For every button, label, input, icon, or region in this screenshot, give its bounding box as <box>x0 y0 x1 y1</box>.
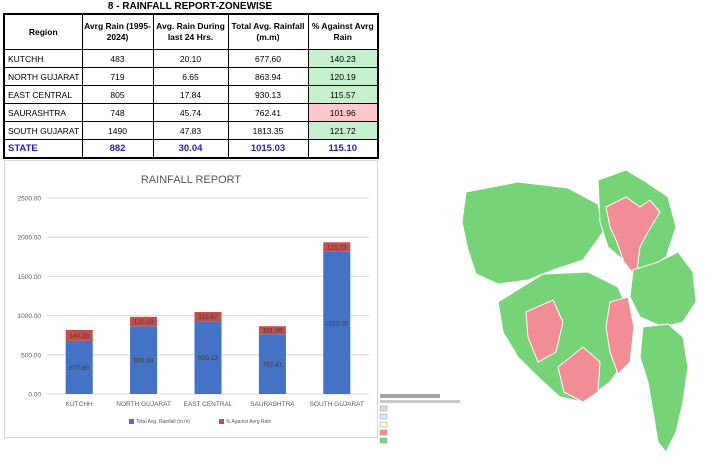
bar-total-avg-rainfall <box>65 340 93 394</box>
cell-pct: 115.57 <box>307 85 379 104</box>
cell-last24: 47.83 <box>152 121 229 140</box>
bar-pct-against-avg <box>323 242 351 252</box>
data-label-total: 930.13 <box>198 355 218 362</box>
map-region-south-gujarat <box>639 323 689 453</box>
y-tick-label: 500.00 <box>21 352 41 359</box>
cell-region: KUTCHH <box>3 49 83 68</box>
table-row: SOUTH GUJARAT 1490 47.83 1813.35 121.72 <box>3 121 379 140</box>
legend-label-pct: % Against Avrg Rain <box>226 419 271 425</box>
cell-pct: 115.10 <box>307 139 379 159</box>
map-legend-swatch-2 <box>379 413 388 420</box>
cell-pct: 120.19 <box>307 67 379 86</box>
bar-pct-against-avg <box>130 316 158 327</box>
cell-total: 1015.03 <box>227 139 309 159</box>
y-tick-label: 2500.00 <box>18 196 42 203</box>
data-label-pct: 115.57 <box>198 314 218 321</box>
table-row: EAST CENTRAL 805 17.84 930.13 115.57 <box>3 85 379 104</box>
bar-pct-against-avg <box>65 329 93 341</box>
rainfall-table: Region Avrg Rain (1995-2024) Avg. Rain D… <box>3 13 379 159</box>
header-region: Region <box>3 13 83 50</box>
rainfall-chart: RAINFALL REPORT 0.00 500.00 1000.00 1500.00… <box>4 160 378 438</box>
cell-region: SOUTH GUJARAT <box>3 121 83 140</box>
map-legend-swatch-3 <box>379 421 388 428</box>
cell-avg: 1490 <box>81 121 154 140</box>
bar-pct-against-avg <box>194 312 222 322</box>
chart-title: RAINFALL REPORT <box>141 174 242 186</box>
bar-total-avg-rainfall <box>323 251 351 394</box>
y-tick-label: 0.00 <box>28 392 41 399</box>
map-legend-swatch-5 <box>379 437 388 444</box>
table-row: KUTCHH 483 20.10 677.60 140.23 <box>3 49 379 68</box>
data-label-pct: 120.19 <box>134 319 154 326</box>
map-region-saurashtra-red-west <box>525 299 564 363</box>
y-tick-label: 1500.00 <box>18 274 42 281</box>
data-label-total: 677.60 <box>69 365 89 372</box>
report-title: 8 - RAINFALL REPORT-ZONEWISE <box>107 1 273 12</box>
cell-last24: 20.10 <box>152 49 229 68</box>
data-label-pct: 140.23 <box>69 333 89 340</box>
legend-swatch-pct <box>219 419 224 424</box>
cell-region: NORTH GUJARAT <box>3 67 83 86</box>
cell-total: 1813.35 <box>227 121 309 140</box>
bar-total-avg-rainfall <box>258 334 286 394</box>
header-avrg-rain: Avrg Rain (1995-2024) <box>81 13 154 50</box>
map-legend-swatch-4 <box>379 429 388 436</box>
cell-last24: 6.65 <box>152 67 229 86</box>
x-category-label: EAST CENTRAL <box>183 401 232 408</box>
data-label-pct: 121.72 <box>327 245 347 252</box>
cell-total: 677.60 <box>227 49 309 68</box>
y-tick-label: 2000.00 <box>18 235 42 242</box>
cell-avg: 882 <box>81 139 154 159</box>
cell-avg: 805 <box>81 85 154 104</box>
map-region-east-central <box>629 251 697 328</box>
bar-pct-against-avg <box>258 326 286 335</box>
header-pct-against: % Against Avrg Rain <box>307 13 379 50</box>
x-category-label: NORTH GUJARAT <box>116 401 171 408</box>
gujarat-rainfall-map <box>378 152 719 462</box>
header-total-avg: Total Avg. Rainfall (m.m) <box>227 13 309 50</box>
chart-canvas: RAINFALL REPORT 0.00 500.00 1000.00 1500.00… <box>18 174 369 425</box>
cell-pct: 121.72 <box>307 121 379 140</box>
bar-total-avg-rainfall <box>130 326 158 394</box>
cell-last24: 17.84 <box>152 85 229 104</box>
table-row: NORTH GUJARAT 719 6.65 863.94 120.19 <box>3 67 379 86</box>
map-legend-title <box>380 394 440 398</box>
cell-total: 930.13 <box>227 85 309 104</box>
cell-avg: 748 <box>81 103 154 122</box>
map-legend-subtitle <box>380 400 460 403</box>
cell-last24: 30.04 <box>152 139 229 159</box>
x-category-label: KUTCHH <box>66 401 93 408</box>
cell-last24: 45.74 <box>152 103 229 122</box>
x-category-label: SOUTH GUJARAT <box>310 401 364 408</box>
data-label-total: 863.94 <box>134 358 154 365</box>
map-canvas <box>379 169 697 453</box>
cell-total: 762.41 <box>227 103 309 122</box>
table-row: SAURASHTRA 748 45.74 762.41 101.96 <box>3 103 379 122</box>
data-label-total: 1813.35 <box>325 320 349 327</box>
cell-avg: 719 <box>81 67 154 86</box>
bar-total-avg-rainfall <box>194 321 222 394</box>
table-header-row: Region Avrg Rain (1995-2024) Avg. Rain D… <box>3 13 379 50</box>
y-tick-label: 1000.00 <box>18 313 42 320</box>
map-region-kutch <box>461 181 604 285</box>
map-region-saurashtra-red-south <box>557 346 601 403</box>
map-legend-swatch-1 <box>379 405 388 412</box>
state-total-row: STATE 882 30.04 1015.03 115.10 <box>3 139 379 159</box>
map-region-central-red <box>605 296 635 375</box>
cell-region: EAST CENTRAL <box>3 85 83 104</box>
cell-region: SAURASHTRA <box>3 103 83 122</box>
map-region-north-red <box>605 196 661 279</box>
cell-pct: 140.23 <box>307 49 379 68</box>
legend-swatch-total <box>129 419 134 424</box>
data-label-pct: 101.96 <box>262 328 282 335</box>
cell-pct: 101.96 <box>307 103 379 122</box>
data-label-total: 762.41 <box>262 362 282 369</box>
legend-label-total: Total Avg. Rainfall (m.m) <box>136 419 190 425</box>
header-last-24: Avg. Rain During last 24 Hrs. <box>152 13 229 50</box>
cell-region: STATE <box>3 139 83 159</box>
x-category-label: SAURASHTRA <box>250 401 295 408</box>
cell-avg: 483 <box>81 49 154 68</box>
cell-total: 863.94 <box>227 67 309 86</box>
